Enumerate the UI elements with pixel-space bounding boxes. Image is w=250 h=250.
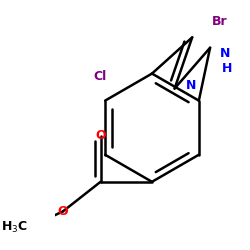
Text: H$_3$C: H$_3$C — [1, 220, 28, 235]
Text: H: H — [222, 62, 232, 75]
Text: O: O — [58, 205, 68, 218]
Text: N: N — [186, 79, 196, 92]
Text: Br: Br — [212, 15, 227, 28]
Text: O: O — [95, 129, 106, 142]
Text: Cl: Cl — [93, 70, 106, 83]
Text: N: N — [220, 46, 230, 60]
